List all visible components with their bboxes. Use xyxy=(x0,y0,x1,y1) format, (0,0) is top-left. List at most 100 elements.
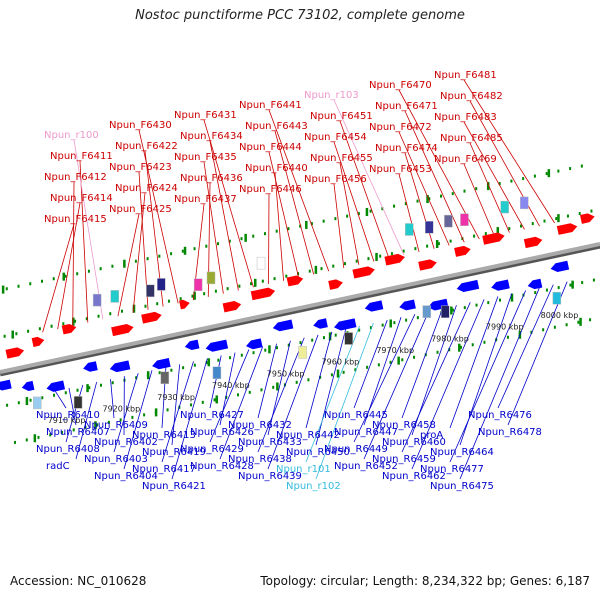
tick-mark xyxy=(545,288,548,292)
forward-gene-label: Npun_F6434 xyxy=(180,131,243,142)
major-tick-mark xyxy=(557,214,560,223)
reverse-gene-arrow xyxy=(83,361,98,372)
tick-track xyxy=(1,164,595,444)
feature-block xyxy=(298,346,307,359)
forward-gene-label: Npun_F6411 xyxy=(50,151,113,162)
tick-mark xyxy=(510,179,513,183)
tick-mark xyxy=(416,316,419,320)
tick-mark xyxy=(62,322,65,326)
tick-mark xyxy=(377,363,380,367)
tick-mark xyxy=(484,232,487,236)
tick-mark xyxy=(134,259,137,263)
tick-mark xyxy=(205,361,208,365)
tick-mark xyxy=(448,348,451,352)
feature-block xyxy=(424,221,434,234)
reverse-gene-label: Npun_R6408 xyxy=(36,444,100,455)
reverse-gene-arrow xyxy=(152,357,171,370)
kbp-label: 7990 kbp xyxy=(486,323,524,332)
label-connector xyxy=(123,370,153,470)
feature-block xyxy=(405,223,414,236)
tick-mark xyxy=(41,396,44,400)
label-connector xyxy=(449,290,526,463)
major-tick-mark xyxy=(435,240,439,249)
reverse-gene-label: Npun_R6447 xyxy=(334,427,398,438)
label-connector xyxy=(219,346,264,460)
label-connector xyxy=(497,284,554,409)
tick-mark xyxy=(463,306,466,310)
tick-mark xyxy=(343,262,346,266)
reverse-gene-label: Npun_R6464 xyxy=(430,447,494,458)
tick-mark xyxy=(369,209,372,213)
tick-mark xyxy=(84,425,87,429)
major-tick-mark xyxy=(11,330,14,339)
tick-mark xyxy=(534,291,537,295)
feature-block xyxy=(552,291,562,305)
kbp-label: 7910 kbp xyxy=(48,416,86,425)
reverse-gene-label: Npun_R6413 xyxy=(132,430,196,441)
tick-mark xyxy=(96,423,99,427)
label-connector xyxy=(401,302,471,453)
reverse-gene-arrow xyxy=(491,279,510,291)
label-connector xyxy=(315,328,347,446)
tick-mark xyxy=(342,370,345,374)
tick-mark xyxy=(252,351,255,355)
tick-mark xyxy=(308,269,311,273)
feature-block xyxy=(110,290,120,303)
kbp-label: 7940 kbp xyxy=(212,381,250,390)
tick-mark xyxy=(299,341,302,345)
reverse-gene-label: Npun_R6432 xyxy=(228,420,292,431)
reverse-gene-arrow xyxy=(313,318,328,329)
major-tick-mark xyxy=(154,408,158,417)
major-tick-mark xyxy=(33,434,37,443)
tick-mark xyxy=(332,264,335,268)
tick-mark xyxy=(569,283,572,287)
label-connectors xyxy=(42,79,568,480)
kbp-labels: 7910 kbp 7920 kbp 7930 kbp 7940 kbp 7950 kbp… xyxy=(48,311,579,425)
label-connector xyxy=(79,160,89,323)
forward-gene-arrow xyxy=(31,336,45,347)
tick-mark xyxy=(60,430,63,434)
reverse-gene-label: Npun_R6460 xyxy=(382,437,446,448)
reverse-gene-arrow xyxy=(527,278,543,290)
tick-mark xyxy=(404,202,407,206)
tick-mark xyxy=(299,224,302,228)
reverse-gene-arrow xyxy=(0,379,12,391)
tick-mark xyxy=(15,332,18,336)
tick-mark xyxy=(590,209,593,213)
reverse-gene-arrow xyxy=(46,380,66,392)
forward-gene-label: Npun_F6481 xyxy=(434,70,497,81)
tick-mark xyxy=(182,366,185,370)
tick-mark xyxy=(390,252,393,256)
tick-mark xyxy=(250,282,253,286)
reverse-labels: Npun_R6410 Npun_R6407 Npun_R6408 radC Npun_R… xyxy=(36,410,542,492)
forward-gene-arrow xyxy=(580,213,595,224)
tick-mark xyxy=(87,269,90,273)
tick-mark xyxy=(64,391,67,395)
label-connector xyxy=(411,299,485,470)
major-tick-mark xyxy=(94,421,97,430)
tick-mark xyxy=(475,187,478,191)
reverse-gene-label: Npun_R6402 xyxy=(94,437,158,448)
label-connector xyxy=(73,139,104,320)
tick-mark xyxy=(459,345,462,349)
forward-gene-label: Npun_r103 xyxy=(304,90,359,101)
tick-mark xyxy=(248,390,251,394)
tick-mark xyxy=(440,194,443,198)
tick-mark xyxy=(565,323,568,327)
tick-mark xyxy=(217,358,220,362)
major-tick-mark xyxy=(1,285,5,294)
gene-features xyxy=(0,196,595,410)
reverse-gene-label: Npun_R6417 xyxy=(132,464,196,475)
major-tick-mark xyxy=(62,272,66,281)
tick-mark xyxy=(229,356,232,360)
tick-mark xyxy=(402,249,405,253)
label-connector xyxy=(132,192,146,313)
label-connector xyxy=(171,358,208,480)
label-connector xyxy=(305,331,333,429)
tick-mark xyxy=(366,365,369,369)
tick-mark xyxy=(170,252,173,256)
tick-mark xyxy=(214,289,217,293)
major-tick-mark xyxy=(375,252,378,261)
tick-mark xyxy=(29,282,32,286)
tick-mark xyxy=(263,232,266,236)
